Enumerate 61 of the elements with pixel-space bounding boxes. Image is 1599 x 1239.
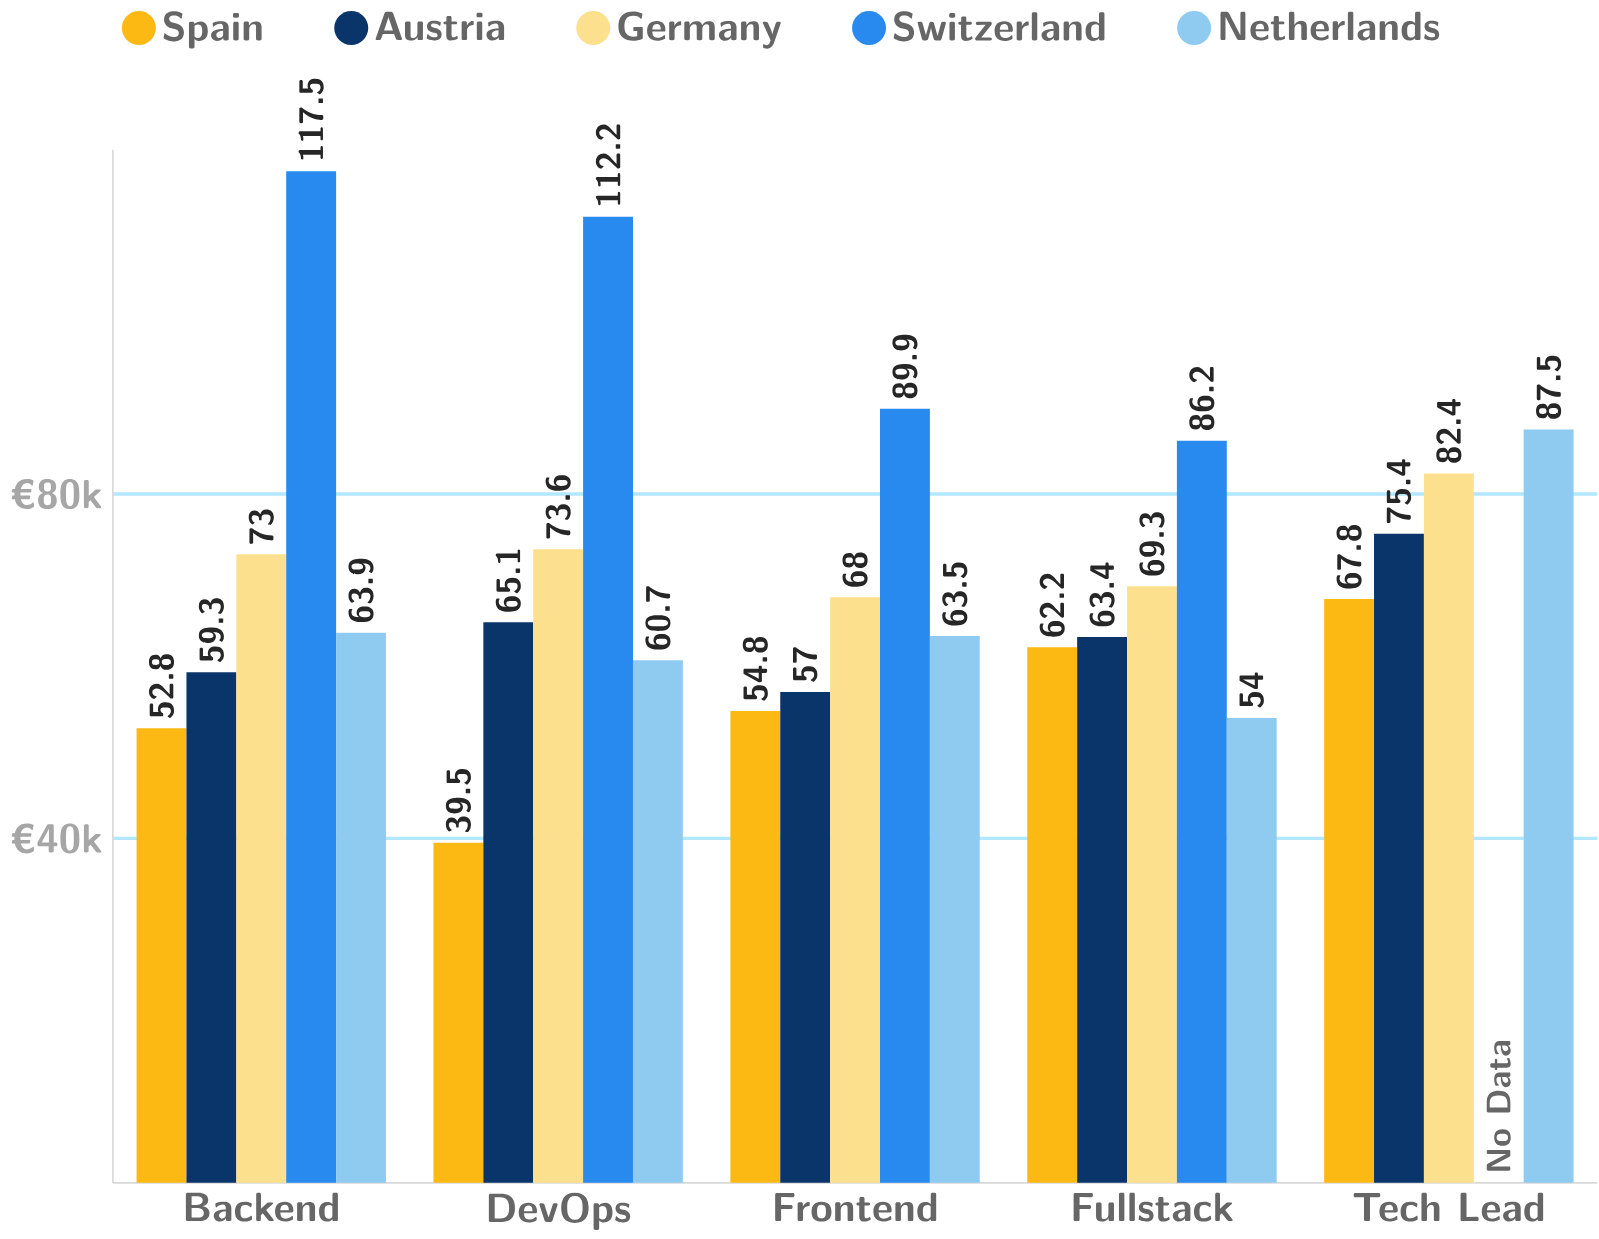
data-label: 86.2 bbox=[1189, 366, 1215, 430]
bar bbox=[186, 672, 237, 1183]
bar bbox=[336, 632, 386, 1183]
data-label: 117.5 bbox=[298, 78, 324, 160]
legend-label: Austria bbox=[375, 11, 505, 41]
data-label: 62.2 bbox=[1039, 573, 1065, 637]
data-label: 87.5 bbox=[1536, 355, 1562, 419]
x-tick-label: Backend bbox=[185, 1192, 338, 1222]
data-label: 73.6 bbox=[545, 474, 571, 539]
y-tick-label: €80k bbox=[11, 478, 102, 509]
bar bbox=[780, 691, 831, 1183]
data-label: 112.2 bbox=[595, 124, 621, 205]
data-label: 57 bbox=[792, 647, 818, 682]
data-label: 39.5 bbox=[445, 768, 471, 832]
x-tick-label: Tech Lead bbox=[1353, 1192, 1544, 1222]
data-label: 63.5 bbox=[942, 562, 968, 626]
bar bbox=[1226, 717, 1277, 1183]
data-label: 65.1 bbox=[495, 549, 521, 612]
bar bbox=[1523, 429, 1574, 1183]
x-tick-label: Frontend bbox=[775, 1192, 937, 1222]
data-label: 59.3 bbox=[198, 598, 224, 662]
bar bbox=[1423, 473, 1474, 1183]
data-label: 68 bbox=[842, 552, 868, 587]
bar bbox=[929, 635, 980, 1183]
legend-label: Germany bbox=[618, 11, 781, 49]
bar bbox=[483, 622, 534, 1183]
data-label: 63.4 bbox=[1089, 562, 1115, 627]
legend-label: Netherlands bbox=[1220, 11, 1440, 41]
bar bbox=[1324, 598, 1375, 1183]
bar bbox=[1077, 636, 1128, 1183]
data-label: 67.8 bbox=[1336, 524, 1362, 589]
bar bbox=[1027, 647, 1078, 1183]
data-label: 75.4 bbox=[1386, 459, 1412, 523]
bar bbox=[1374, 533, 1424, 1183]
legend-label: Switzerland bbox=[893, 11, 1105, 42]
bar bbox=[632, 660, 683, 1183]
x-tick-label: Fullstack bbox=[1073, 1192, 1233, 1222]
data-label: 63.9 bbox=[348, 558, 374, 622]
data-label: 54.8 bbox=[742, 636, 768, 701]
bar bbox=[1176, 440, 1227, 1183]
bar bbox=[730, 710, 781, 1183]
bar bbox=[533, 548, 584, 1183]
data-label: 89.9 bbox=[892, 334, 918, 398]
bar bbox=[1127, 585, 1177, 1183]
bar bbox=[286, 170, 337, 1183]
bar bbox=[830, 597, 880, 1183]
data-label: 73 bbox=[248, 509, 274, 544]
annotation: No Data bbox=[1486, 1040, 1511, 1171]
data-label: 52.8 bbox=[148, 654, 175, 718]
bar bbox=[236, 554, 287, 1183]
data-label: 69.3 bbox=[1139, 512, 1165, 576]
data-label: 60.7 bbox=[645, 586, 671, 650]
y-tick-label: €40k bbox=[11, 823, 102, 854]
data-label: 54 bbox=[1239, 672, 1264, 708]
bar bbox=[136, 728, 187, 1183]
data-label: 82.4 bbox=[1436, 398, 1462, 463]
x-tick-label: DevOps bbox=[488, 1192, 631, 1230]
bar bbox=[880, 408, 930, 1183]
legend-label: Spain bbox=[163, 11, 262, 49]
bar bbox=[583, 216, 633, 1183]
bar bbox=[433, 842, 484, 1183]
